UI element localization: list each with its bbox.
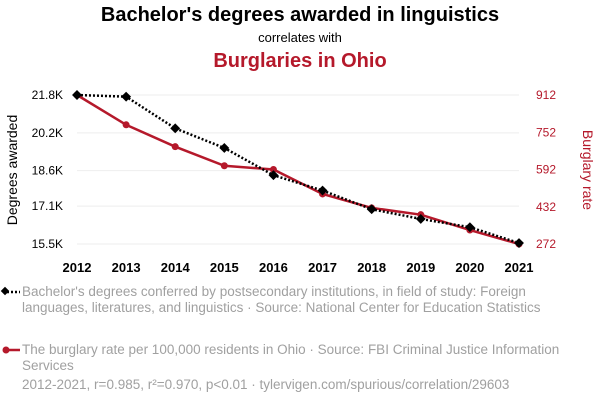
y-left-tick-label: 21.8K bbox=[32, 88, 63, 102]
x-tick-label: 2015 bbox=[210, 260, 239, 275]
x-tick-label: 2019 bbox=[406, 260, 435, 275]
y-right-tick-label: 592 bbox=[536, 163, 556, 177]
x-axis-ticks: 2012 2013 2014 2015 2016 2017 2018 2019 2020 2021 bbox=[63, 260, 534, 275]
x-tick-label: 2017 bbox=[308, 260, 337, 275]
y-left-tick-label: 18.6K bbox=[32, 164, 63, 178]
chart-footer: 2012-2021, r=0.985, r²=0.970, p<0.01 · t… bbox=[22, 377, 510, 392]
series-point-degrees bbox=[72, 90, 82, 100]
series-point-degrees bbox=[514, 238, 524, 249]
series-point-degrees bbox=[415, 213, 426, 224]
y-left-tick-label: 15.5K bbox=[32, 237, 63, 251]
series-point-burglary bbox=[171, 143, 179, 151]
series-line-burglary bbox=[76, 93, 520, 246]
legend-item-series-2: The burglary rate per 100,000 residents … bbox=[22, 342, 560, 373]
series-point-burglary bbox=[269, 166, 277, 173]
x-tick-label: 2012 bbox=[63, 260, 92, 275]
x-tick-label: 2018 bbox=[357, 260, 386, 275]
legend-marker-series-1 bbox=[0, 286, 20, 296]
series-point-burglary bbox=[122, 121, 130, 129]
series-point-burglary bbox=[220, 162, 228, 170]
x-tick-label: 2020 bbox=[455, 260, 484, 275]
y-right-tick-label: 912 bbox=[536, 88, 556, 102]
y-axis-right-ticks: 272 432 592 752 912 bbox=[536, 88, 556, 251]
y-left-tick-label: 20.2K bbox=[32, 126, 63, 140]
series-point-degrees bbox=[317, 185, 328, 196]
x-tick-label: 2021 bbox=[505, 260, 534, 275]
x-tick-label: 2013 bbox=[112, 260, 141, 275]
grid bbox=[77, 94, 519, 245]
chart-title-secondary: Burglaries in Ohio bbox=[213, 50, 386, 72]
y-right-tick-label: 752 bbox=[536, 125, 556, 139]
x-tick-label: 2016 bbox=[259, 260, 288, 275]
chart-title: Bachelor's degrees awarded in linguistic… bbox=[101, 4, 499, 26]
series-group bbox=[72, 90, 524, 249]
x-tick-label: 2014 bbox=[161, 260, 191, 275]
series-line-degrees bbox=[76, 93, 520, 245]
y-left-tick-label: 17.1K bbox=[32, 199, 63, 213]
y-right-tick-label: 272 bbox=[536, 237, 556, 251]
legend-item-series-1: Bachelor's degrees conferred by postseco… bbox=[22, 284, 541, 315]
series-point-degrees bbox=[121, 91, 132, 102]
series-point-degrees bbox=[268, 170, 279, 181]
chart-subtitle: correlates with bbox=[258, 30, 342, 45]
y-axis-left-ticks: 15.5K 17.1K 18.6K 20.2K 21.8K bbox=[32, 88, 63, 251]
legend-marker-series-2 bbox=[2, 346, 20, 354]
y-axis-left-title: Degrees awarded bbox=[4, 115, 20, 226]
series-point-degrees bbox=[366, 204, 377, 215]
y-right-tick-label: 432 bbox=[536, 200, 556, 214]
y-axis-right-title: Burglary rate bbox=[580, 130, 596, 210]
series-point-degrees bbox=[219, 143, 230, 153]
series-point-degrees bbox=[170, 123, 181, 134]
series-point-degrees bbox=[464, 222, 475, 233]
